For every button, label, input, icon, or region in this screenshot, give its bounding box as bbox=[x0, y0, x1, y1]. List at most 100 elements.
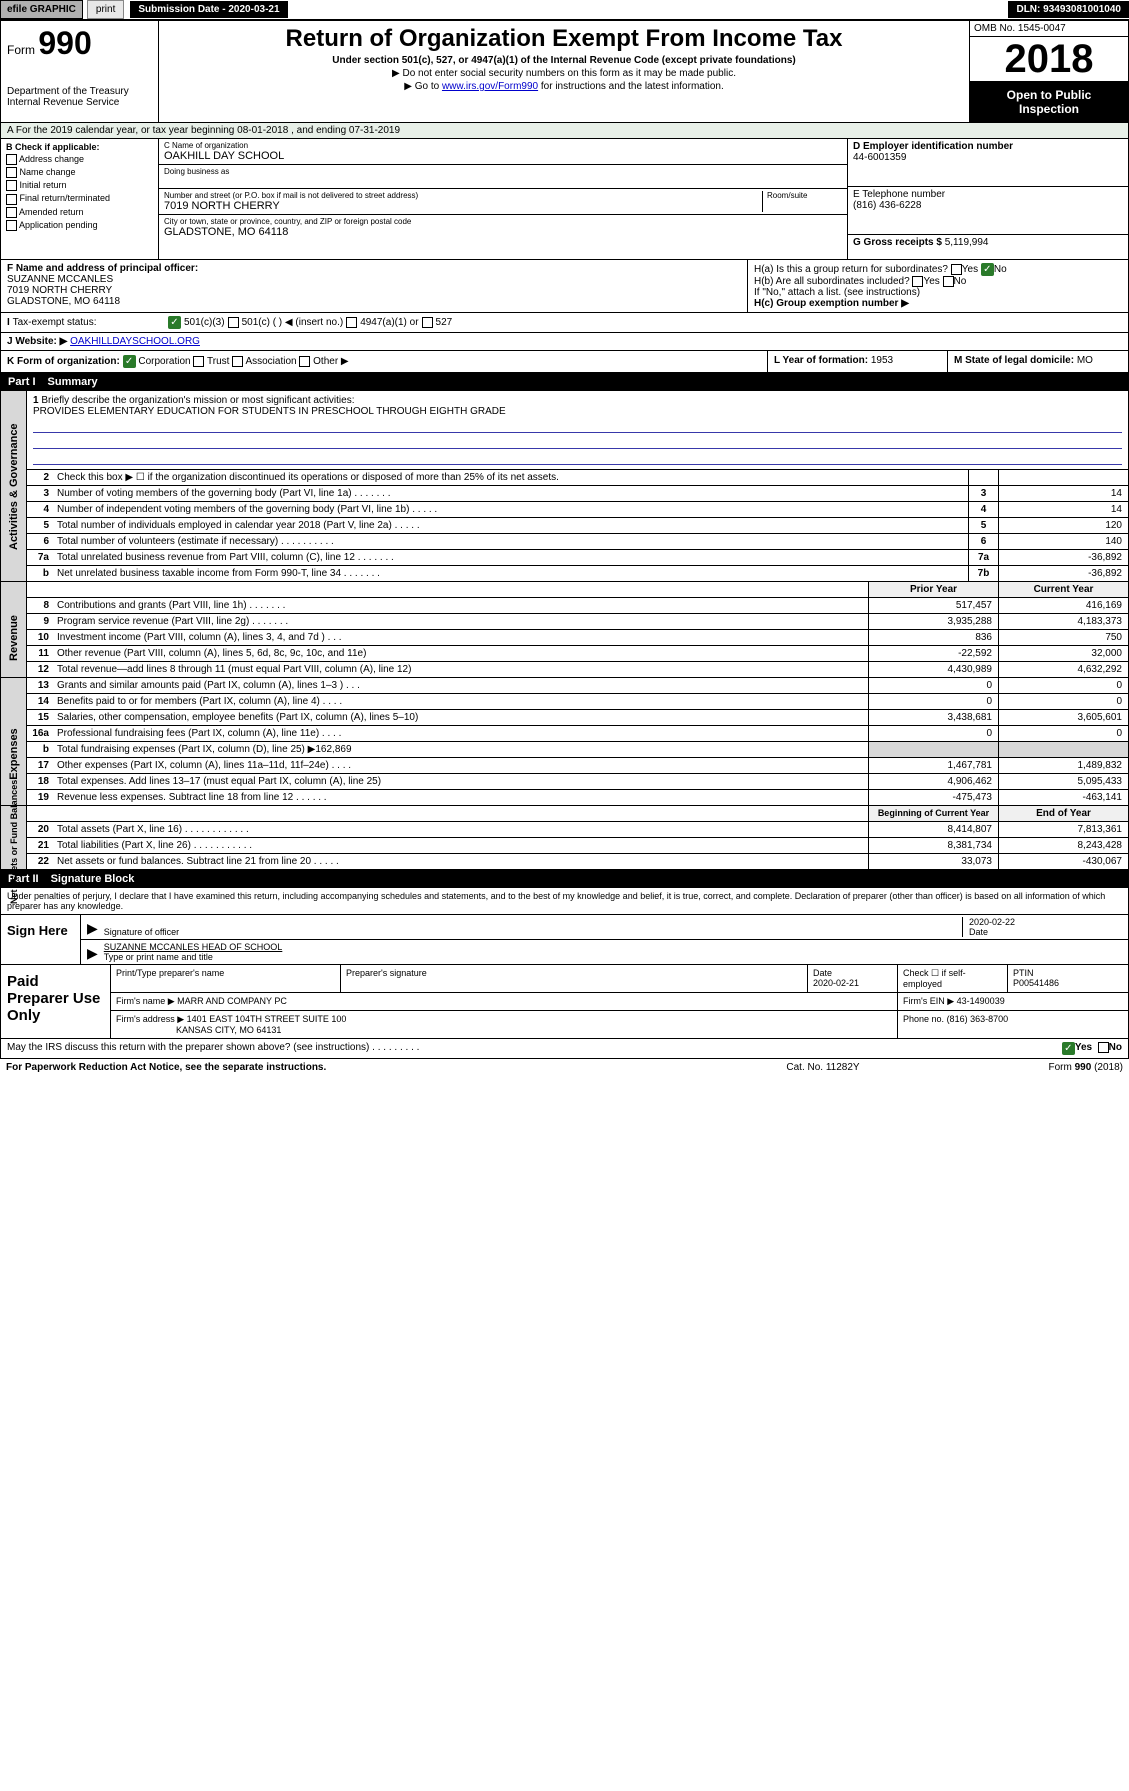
row-num: b bbox=[27, 566, 53, 581]
begin-year-hdr: Beginning of Current Year bbox=[868, 806, 998, 821]
mission-text: PROVIDES ELEMENTARY EDUCATION FOR STUDEN… bbox=[33, 406, 506, 417]
row-prior: 8,381,734 bbox=[868, 838, 998, 853]
firm-phone: (816) 363-8700 bbox=[947, 1014, 1009, 1024]
chk-name-change[interactable] bbox=[6, 167, 17, 178]
row-current: 750 bbox=[998, 630, 1128, 645]
row-desc: Total revenue—add lines 8 through 11 (mu… bbox=[53, 662, 868, 677]
sig-date: 2020-02-22 bbox=[969, 917, 1122, 927]
firm-ein-label: Firm's EIN ▶ bbox=[903, 996, 954, 1006]
row-current: 0 bbox=[998, 726, 1128, 741]
form-number-box: Form 990 Department of the Treasury Inte… bbox=[1, 21, 159, 122]
chk-ha-yes[interactable] bbox=[951, 264, 962, 275]
sign-here-label: Sign Here bbox=[1, 915, 81, 964]
chk-discuss-no[interactable] bbox=[1098, 1042, 1109, 1053]
row-num: 2 bbox=[27, 470, 53, 485]
foot-left: For Paperwork Reduction Act Notice, see … bbox=[6, 1062, 723, 1073]
chk-assoc[interactable] bbox=[232, 356, 243, 367]
chk-501c[interactable] bbox=[228, 317, 239, 328]
room-label: Room/suite bbox=[767, 191, 842, 200]
subtitle-2: ▶ Do not enter social security numbers o… bbox=[165, 68, 963, 79]
m-value: MO bbox=[1077, 355, 1093, 366]
instructions-link[interactable]: www.irs.gov/Form990 bbox=[442, 81, 538, 92]
vtab-net-label: Net Assets or Fund Balances bbox=[9, 790, 19, 904]
row-num: 10 bbox=[27, 630, 53, 645]
chk-501c3[interactable]: ✓ bbox=[168, 316, 181, 329]
chk-trust[interactable] bbox=[193, 356, 204, 367]
gross-receipts: 5,119,994 bbox=[945, 237, 989, 248]
chk-address-change[interactable] bbox=[6, 154, 17, 165]
lbl-name-change: Name change bbox=[20, 167, 76, 177]
row-num: 20 bbox=[27, 822, 53, 837]
discuss-yes: Yes bbox=[1075, 1042, 1092, 1055]
chk-hb-yes[interactable] bbox=[912, 276, 923, 287]
discuss-row: May the IRS discuss this return with the… bbox=[0, 1039, 1129, 1059]
l-year-formation: L Year of formation: 1953 bbox=[768, 351, 948, 372]
pp-h4: Check ☐ if self-employed bbox=[898, 965, 1008, 992]
row-box: 6 bbox=[968, 534, 998, 549]
table-row: 8 Contributions and grants (Part VIII, l… bbox=[27, 598, 1128, 614]
table-row: 13 Grants and similar amounts paid (Part… bbox=[27, 678, 1128, 694]
row-f-h: F Name and address of principal officer:… bbox=[0, 260, 1129, 313]
row-num: 18 bbox=[27, 774, 53, 789]
row-current: 4,183,373 bbox=[998, 614, 1128, 629]
print-button[interactable]: print bbox=[87, 0, 124, 19]
row-prior: 517,457 bbox=[868, 598, 998, 613]
netassets-block: Net Assets or Fund Balances Beginning of… bbox=[0, 806, 1129, 870]
chk-app-pending[interactable] bbox=[6, 220, 17, 231]
row-current: 4,632,292 bbox=[998, 662, 1128, 677]
row-desc: Grants and similar amounts paid (Part IX… bbox=[53, 678, 868, 693]
row-num: 12 bbox=[27, 662, 53, 677]
chk-final-return[interactable] bbox=[6, 194, 17, 205]
ha-label: H(a) Is this a group return for subordin… bbox=[754, 264, 948, 275]
row-num: 22 bbox=[27, 854, 53, 869]
chk-initial-return[interactable] bbox=[6, 180, 17, 191]
l-value: 1953 bbox=[871, 355, 893, 366]
part-1-header: Part I Summary bbox=[0, 373, 1129, 391]
chk-corp[interactable]: ✓ bbox=[123, 355, 136, 368]
chk-amended[interactable] bbox=[6, 207, 17, 218]
row-prior: 4,906,462 bbox=[868, 774, 998, 789]
table-row: 10 Investment income (Part VIII, column … bbox=[27, 630, 1128, 646]
subtitle-3: ▶ Go to www.irs.gov/Form990 for instruct… bbox=[165, 81, 963, 92]
chk-ha-no[interactable]: ✓ bbox=[981, 263, 994, 276]
row-klm: K Form of organization: ✓ Corporation Tr… bbox=[0, 351, 1129, 373]
row-num: 19 bbox=[27, 790, 53, 805]
table-row: 6 Total number of volunteers (estimate i… bbox=[27, 534, 1128, 550]
officer-addr2: GLADSTONE, MO 64118 bbox=[7, 296, 120, 307]
row-current: 0 bbox=[998, 694, 1128, 709]
row-current: 0 bbox=[998, 678, 1128, 693]
website-link[interactable]: OAKHILLDAYSCHOOL.ORG bbox=[70, 336, 200, 347]
row-num: 8 bbox=[27, 598, 53, 613]
subtitle-1: Under section 501(c), 527, or 4947(a)(1)… bbox=[165, 55, 963, 66]
table-row: 7a Total unrelated business revenue from… bbox=[27, 550, 1128, 566]
table-row: 16a Professional fundraising fees (Part … bbox=[27, 726, 1128, 742]
row-num: 13 bbox=[27, 678, 53, 693]
row-desc: Net assets or fund balances. Subtract li… bbox=[53, 854, 868, 869]
principal-officer-block: F Name and address of principal officer:… bbox=[1, 260, 748, 312]
row-prior: 3,935,288 bbox=[868, 614, 998, 629]
table-row: 21 Total liabilities (Part X, line 26) .… bbox=[27, 838, 1128, 854]
row-box: 7b bbox=[968, 566, 998, 581]
firm-label: Firm's name ▶ bbox=[116, 996, 175, 1006]
signature-area: Under penalties of perjury, I declare th… bbox=[0, 888, 1129, 965]
chk-527[interactable] bbox=[422, 317, 433, 328]
header-title-block: Return of Organization Exempt From Incom… bbox=[159, 21, 970, 122]
expenses-block: Expenses 13 Grants and similar amounts p… bbox=[0, 678, 1129, 806]
chk-discuss-yes[interactable]: ✓ bbox=[1062, 1042, 1075, 1055]
chk-other[interactable] bbox=[299, 356, 310, 367]
row-prior: 1,467,781 bbox=[868, 758, 998, 773]
row-prior: 0 bbox=[868, 694, 998, 709]
row-desc: Number of voting members of the governin… bbox=[53, 486, 968, 501]
row-num: 16a bbox=[27, 726, 53, 741]
foot-mid: Cat. No. 11282Y bbox=[723, 1062, 923, 1073]
opt-501c: 501(c) ( ) ◀ (insert no.) bbox=[242, 317, 344, 328]
chk-hb-no[interactable] bbox=[943, 276, 954, 287]
chk-4947[interactable] bbox=[346, 317, 357, 328]
pp-ptin: P00541486 bbox=[1013, 978, 1059, 988]
row-val: 140 bbox=[998, 534, 1128, 549]
sig-date-label: Date bbox=[969, 927, 1122, 937]
table-row: 2 Check this box ▶ ☐ if the organization… bbox=[27, 470, 1128, 486]
row-num: 15 bbox=[27, 710, 53, 725]
pp-h1: Print/Type preparer's name bbox=[111, 965, 341, 992]
row-current: -430,067 bbox=[998, 854, 1128, 869]
